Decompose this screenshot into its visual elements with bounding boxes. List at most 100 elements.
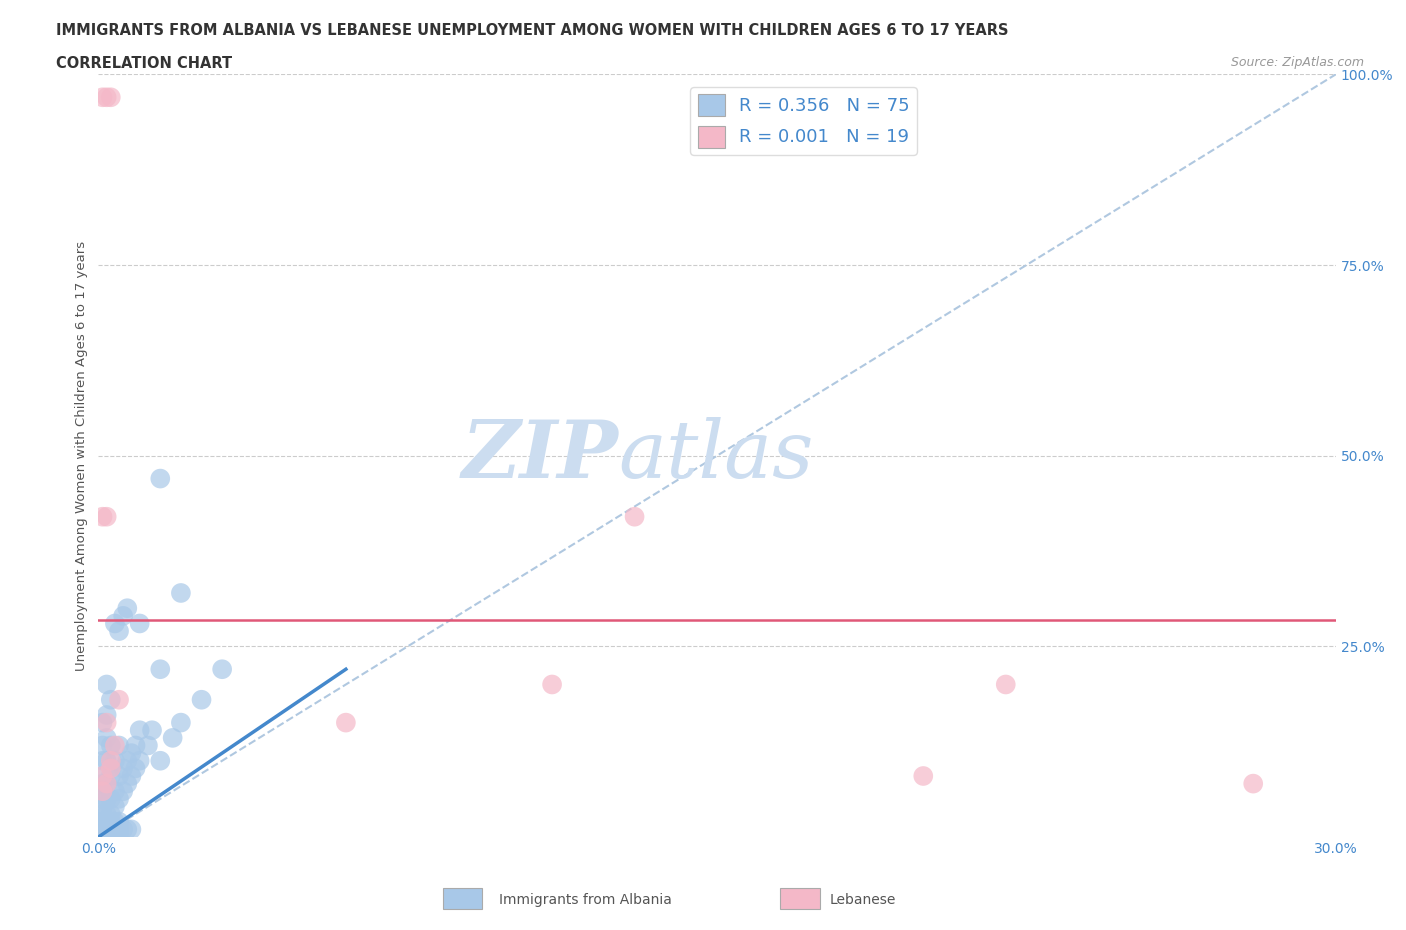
Point	[104, 616, 127, 631]
Point	[104, 815, 127, 830]
Point	[108, 826, 131, 841]
Point	[170, 586, 193, 601]
Point	[108, 822, 131, 837]
Point	[91, 90, 114, 105]
Point	[104, 826, 127, 841]
Point	[91, 799, 114, 814]
Point	[91, 826, 114, 841]
Point	[117, 601, 139, 616]
Point	[91, 806, 114, 821]
Point	[91, 768, 114, 783]
Point	[96, 826, 118, 841]
Point	[96, 730, 118, 745]
Point	[623, 510, 645, 525]
Point	[124, 761, 146, 776]
Text: CORRELATION CHART: CORRELATION CHART	[56, 56, 232, 71]
Point	[541, 677, 564, 692]
Point	[104, 738, 127, 753]
Point	[108, 624, 131, 639]
Point	[96, 815, 118, 830]
Point	[104, 822, 127, 837]
Point	[91, 815, 114, 830]
Point	[96, 806, 118, 821]
Text: IMMIGRANTS FROM ALBANIA VS LEBANESE UNEMPLOYMENT AMONG WOMEN WITH CHILDREN AGES : IMMIGRANTS FROM ALBANIA VS LEBANESE UNEM…	[56, 23, 1008, 38]
Point	[141, 723, 163, 737]
Point	[91, 784, 114, 799]
Point	[96, 677, 118, 692]
Point	[100, 692, 122, 707]
Point	[91, 753, 114, 768]
Point	[120, 822, 142, 837]
Point	[96, 777, 118, 791]
Point	[120, 746, 142, 761]
Point	[91, 784, 114, 799]
Point	[117, 777, 139, 791]
Y-axis label: Unemployment Among Women with Children Ages 6 to 17 years: Unemployment Among Women with Children A…	[75, 241, 89, 671]
Point	[96, 815, 118, 830]
Point	[104, 799, 127, 814]
Point	[128, 753, 150, 768]
Point	[104, 753, 127, 768]
Point	[108, 692, 131, 707]
Point	[91, 791, 114, 806]
Point	[108, 791, 131, 806]
Point	[112, 761, 135, 776]
Point	[117, 822, 139, 837]
Point	[124, 738, 146, 753]
Point	[91, 510, 114, 525]
Point	[100, 90, 122, 105]
Point	[96, 822, 118, 837]
Point	[96, 708, 118, 723]
Point	[96, 510, 118, 525]
Point	[190, 692, 212, 707]
Text: atlas: atlas	[619, 417, 814, 495]
Point	[117, 753, 139, 768]
Point	[96, 791, 118, 806]
Point	[1241, 777, 1264, 791]
Point	[170, 715, 193, 730]
Point	[136, 738, 159, 753]
Point	[912, 768, 935, 783]
Point	[108, 815, 131, 830]
Point	[96, 822, 118, 837]
Point	[112, 608, 135, 623]
Point	[128, 616, 150, 631]
Point	[100, 753, 122, 768]
Text: Lebanese: Lebanese	[830, 893, 896, 907]
Point	[91, 738, 114, 753]
Point	[91, 822, 114, 837]
Point	[100, 815, 122, 830]
Text: Source: ZipAtlas.com: Source: ZipAtlas.com	[1230, 56, 1364, 69]
Point	[335, 715, 357, 730]
Point	[100, 791, 122, 806]
Point	[91, 715, 114, 730]
Point	[100, 806, 122, 821]
Point	[91, 815, 114, 830]
Point	[120, 768, 142, 783]
Point	[149, 472, 172, 486]
Point	[211, 662, 233, 677]
Point	[91, 777, 114, 791]
Point	[100, 768, 122, 783]
Point	[96, 777, 118, 791]
Point	[108, 738, 131, 753]
Point	[100, 822, 122, 837]
Point	[104, 784, 127, 799]
Point	[128, 723, 150, 737]
Point	[108, 768, 131, 783]
Point	[994, 677, 1017, 692]
Point	[112, 784, 135, 799]
Point	[96, 753, 118, 768]
Point	[100, 761, 122, 776]
Point	[96, 715, 118, 730]
Point	[112, 822, 135, 837]
Text: Immigrants from Albania: Immigrants from Albania	[499, 893, 672, 907]
Point	[91, 768, 114, 783]
Point	[162, 730, 184, 745]
Point	[91, 822, 114, 837]
Point	[100, 738, 122, 753]
Legend: R = 0.356   N = 75, R = 0.001   N = 19: R = 0.356 N = 75, R = 0.001 N = 19	[690, 87, 917, 154]
Point	[149, 753, 172, 768]
Text: ZIP: ZIP	[461, 417, 619, 495]
Point	[100, 822, 122, 837]
